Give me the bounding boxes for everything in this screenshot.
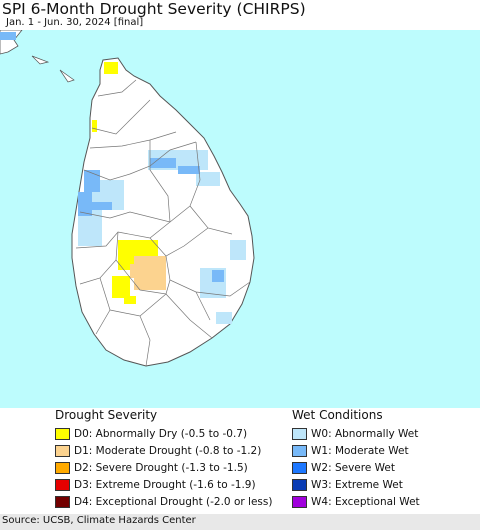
drought-legend-item: D0: Abnormally Dry (-0.5 to -0.7) [55, 427, 247, 441]
wet-legend-label: W3: Extreme Wet [311, 479, 403, 491]
wet-legend-item: W0: Abnormally Wet [292, 427, 418, 441]
wet-legend-swatch [292, 479, 307, 491]
island [31, 55, 50, 65]
drought-legend-swatch [55, 479, 70, 491]
moderate-drought-areas [130, 256, 166, 290]
drought-legend-item: D3: Extreme Drought (-1.6 to -1.9) [55, 478, 256, 492]
india-wet-patch [0, 32, 16, 40]
wet-legend-item: W2: Severe Wet [292, 461, 395, 475]
wet-legend-swatch [292, 445, 307, 457]
wet-legend-title: Wet Conditions [292, 408, 383, 422]
wet-legend-item: W1: Moderate Wet [292, 444, 409, 458]
source-credit: Source: UCSB, Climate Hazards Center [2, 515, 196, 526]
drought-legend-swatch [55, 428, 70, 440]
drought-legend-item: D4: Exceptional Drought (-2.0 or less) [55, 495, 272, 509]
district-boundaries [75, 79, 251, 367]
legend-panel: Drought Severity Wet Conditions D0: Abno… [0, 408, 480, 514]
wet-legend-item: W3: Extreme Wet [292, 478, 403, 492]
drought-legend-swatch [55, 462, 70, 474]
island [59, 69, 75, 83]
drought-legend-label: D2: Severe Drought (-1.3 to -1.5) [74, 462, 248, 474]
drought-legend-label: D4: Exceptional Drought (-2.0 or less) [74, 496, 273, 508]
drought-legend-title: Drought Severity [55, 408, 158, 422]
drought-legend-label: D1: Moderate Drought (-0.8 to -1.2) [74, 445, 262, 457]
drought-legend-label: D3: Extreme Drought (-1.6 to -1.9) [74, 479, 256, 491]
footer: Source: UCSB, Climate Hazards Center [0, 514, 480, 530]
wet-legend-swatch [292, 496, 307, 508]
drought-map [0, 30, 480, 408]
drought-legend-label: D0: Abnormally Dry (-0.5 to -0.7) [74, 428, 248, 440]
drought-legend-swatch [55, 445, 70, 457]
moderate-wet-areas [78, 158, 224, 282]
wet-legend-label: W4: Exceptional Wet [311, 496, 420, 508]
drought-legend-swatch [55, 496, 70, 508]
map-title: SPI 6-Month Drought Severity (CHIRPS) [2, 0, 306, 18]
drought-legend-item: D1: Moderate Drought (-0.8 to -1.2) [55, 444, 261, 458]
wet-legend-label: W0: Abnormally Wet [311, 428, 419, 440]
wet-legend-swatch [292, 462, 307, 474]
wet-legend-label: W2: Severe Wet [311, 462, 395, 474]
map-subtitle: Jan. 1 - Jun. 30, 2024 [final] [6, 17, 144, 28]
wet-legend-label: W1: Moderate Wet [311, 445, 409, 457]
wet-legend-item: W4: Exceptional Wet [292, 495, 420, 509]
drought-legend-item: D2: Severe Drought (-1.3 to -1.5) [55, 461, 248, 475]
wet-legend-swatch [292, 428, 307, 440]
